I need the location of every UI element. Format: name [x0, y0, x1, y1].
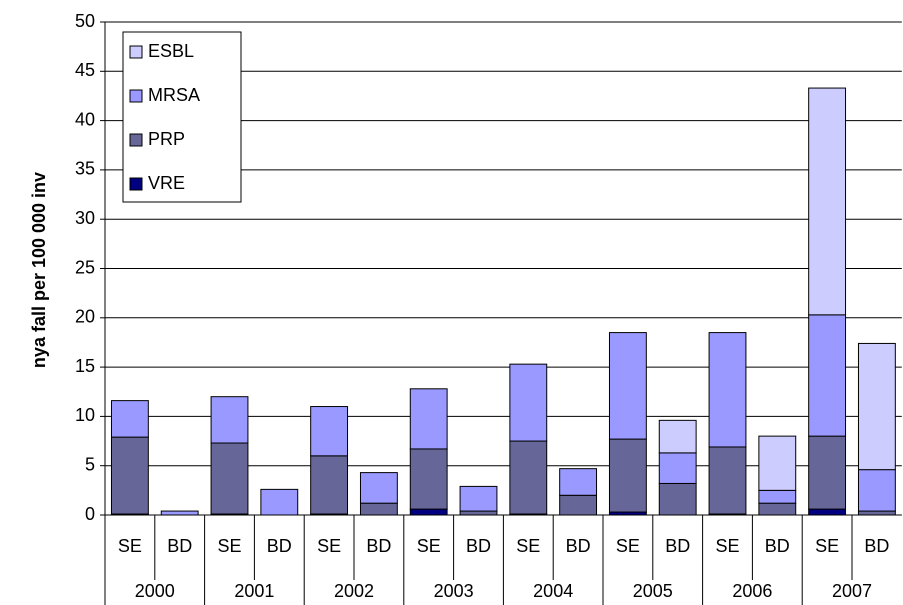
bar-segment	[509, 363, 548, 442]
bar-segment	[808, 508, 847, 516]
x-tick-label: BD	[167, 536, 192, 556]
bar-segment	[409, 448, 448, 510]
bar-segment	[758, 502, 797, 516]
bar-segment	[409, 388, 448, 450]
group-label: 2006	[732, 581, 772, 601]
bar-segment	[758, 435, 797, 491]
group-label: 2004	[533, 581, 573, 601]
x-tick-label: BD	[566, 536, 591, 556]
bar-segment	[808, 435, 847, 510]
bar-segment	[608, 332, 647, 440]
bar-segment	[559, 494, 598, 516]
x-tick-label: SE	[417, 536, 441, 556]
bar-segment	[559, 468, 598, 496]
y-tick-label: 45	[75, 60, 95, 80]
bar-segment	[210, 442, 249, 515]
group-label: 2000	[135, 581, 175, 601]
bar-segment	[658, 482, 697, 516]
bar-segment	[310, 406, 349, 457]
bar-segment	[359, 502, 398, 516]
bar-segment	[310, 455, 349, 515]
y-tick-label: 5	[85, 454, 95, 474]
bar-segment	[509, 440, 548, 515]
y-axis-label: nya fall per 100 000 inv	[29, 172, 49, 368]
x-tick-label: BD	[366, 536, 391, 556]
bar-segment	[658, 452, 697, 484]
group-label: 2002	[334, 581, 374, 601]
bar-segment	[409, 508, 448, 516]
bar-segment	[459, 485, 498, 512]
group-label: 2003	[434, 581, 474, 601]
legend-swatch	[129, 45, 143, 59]
x-tick-label: SE	[815, 536, 839, 556]
bar-segment	[459, 510, 498, 516]
group-label: 2005	[633, 581, 673, 601]
legend-swatch	[129, 89, 143, 103]
bar-segment	[708, 446, 747, 515]
bar-segment	[110, 436, 149, 515]
x-tick-label: BD	[864, 536, 889, 556]
y-tick-label: 40	[75, 109, 95, 129]
y-tick-label: 20	[75, 307, 95, 327]
bar-segment	[857, 510, 896, 516]
bar-segment	[708, 332, 747, 448]
y-tick-label: 10	[75, 405, 95, 425]
y-tick-label: 15	[75, 356, 95, 376]
y-tick-label: 30	[75, 208, 95, 228]
bar-segment	[857, 342, 896, 471]
y-tick-label: 50	[75, 11, 95, 31]
x-tick-label: BD	[765, 536, 790, 556]
legend-label: MRSA	[148, 85, 200, 105]
bar-segment	[608, 438, 647, 513]
bar-segment	[260, 488, 299, 516]
bar-segment	[110, 400, 149, 438]
bar-segment	[758, 489, 797, 504]
x-tick-label: SE	[616, 536, 640, 556]
bar-segment	[808, 87, 847, 316]
legend-label: VRE	[148, 173, 185, 193]
x-tick-label: SE	[118, 536, 142, 556]
legend-swatch	[129, 133, 143, 147]
legend-label: PRP	[148, 129, 185, 149]
x-tick-label: SE	[516, 536, 540, 556]
y-tick-label: 35	[75, 159, 95, 179]
legend-label: ESBL	[148, 41, 194, 61]
bar-segment	[857, 469, 896, 512]
x-tick-label: BD	[267, 536, 292, 556]
legend-swatch	[129, 177, 143, 191]
x-tick-label: SE	[317, 536, 341, 556]
y-tick-label: 0	[85, 504, 95, 524]
group-label: 2007	[832, 581, 872, 601]
bar-segment	[210, 396, 249, 444]
group-label: 2001	[234, 581, 274, 601]
x-tick-label: BD	[665, 536, 690, 556]
x-tick-label: SE	[715, 536, 739, 556]
bar-segment	[160, 510, 199, 516]
x-tick-label: BD	[466, 536, 491, 556]
legend-box	[122, 31, 242, 203]
bar-segment	[658, 419, 697, 454]
bar-segment	[808, 314, 847, 437]
x-tick-label: SE	[217, 536, 241, 556]
y-tick-label: 25	[75, 257, 95, 277]
bar-segment	[359, 472, 398, 504]
